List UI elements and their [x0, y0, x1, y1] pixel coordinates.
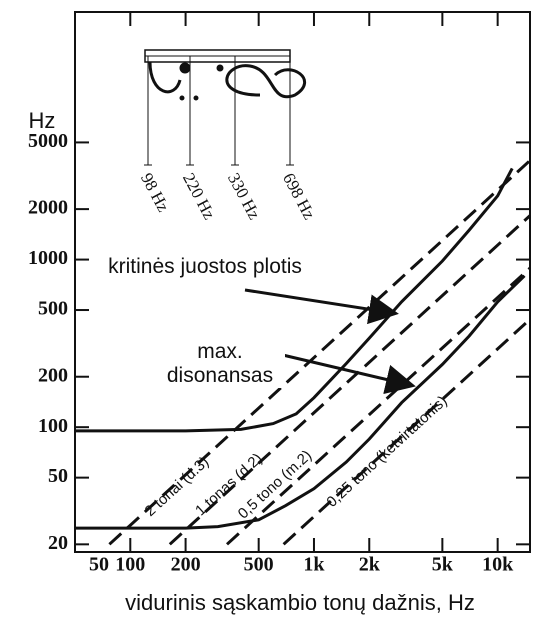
- dashed-line: [225, 266, 532, 546]
- x-tick-label: 500: [244, 554, 274, 576]
- y-tick-label: 100: [38, 415, 68, 437]
- arrow: [244, 288, 399, 325]
- x-tick-label: 200: [171, 554, 201, 576]
- staff-label: 330 Hz: [224, 170, 264, 223]
- x-tick-label: 5k: [432, 554, 454, 576]
- x-tick-label: 50: [89, 554, 109, 576]
- line-label: 0,25 tono (ketvirtatonis): [323, 393, 450, 511]
- y-tick-label: 5000: [28, 130, 68, 152]
- curve: [75, 274, 526, 530]
- staff-label: 220 Hz: [179, 170, 219, 223]
- x-tick-label: 1k: [303, 554, 325, 576]
- y-axis-label: Hz: [29, 108, 56, 133]
- staff-label: 98 Hz: [137, 170, 173, 216]
- arrow: [269, 350, 416, 395]
- curve: [75, 167, 514, 433]
- staff-label: 698 Hz: [279, 170, 319, 223]
- plot-frame: [74, 11, 531, 553]
- y-tick-label: 1000: [28, 247, 68, 269]
- curve-label: kritinės juostos plotis: [100, 255, 310, 279]
- curve-label: max. disonansas: [155, 340, 285, 388]
- y-tick-label: 2000: [28, 197, 68, 219]
- y-tick-label: 20: [48, 532, 68, 554]
- dashed-line: [282, 318, 532, 546]
- y-tick-label: 500: [38, 298, 68, 320]
- y-tick-label: 200: [38, 364, 68, 386]
- dashed-line: [168, 214, 532, 546]
- x-tick-label: 2k: [359, 554, 381, 576]
- x-tick-label: 10k: [482, 554, 514, 576]
- y-tick-label: 50: [48, 465, 68, 487]
- staff-inset: [144, 49, 307, 101]
- x-axis-label: vidurinis sąskambio tonų dažnis, Hz: [125, 590, 475, 615]
- x-tick-label: 100: [115, 554, 145, 576]
